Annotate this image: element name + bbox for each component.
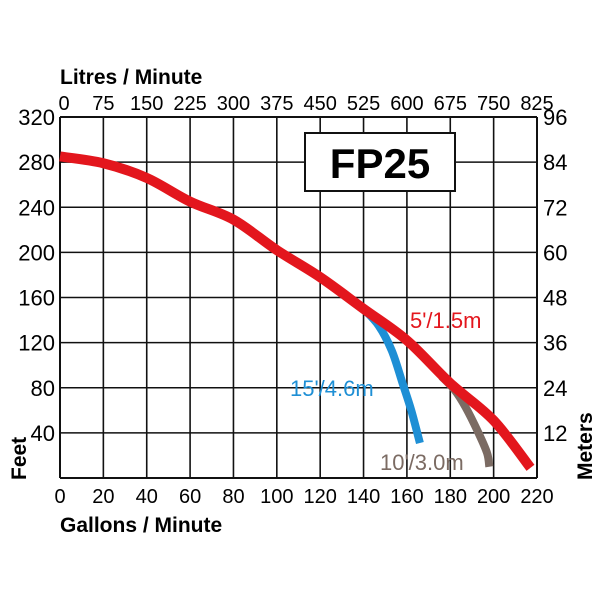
x-tick-label: 180 [434,486,467,508]
x-axis-label: Gallons / Minute [60,514,222,537]
y2-tick-label: 12 [543,421,567,446]
x-tick-label: 200 [477,486,510,508]
x-tick-label: 20 [92,486,114,508]
x-tick-label: 120 [303,486,336,508]
chart-title: FP25 [330,140,430,187]
x2-axis-label: Litres / Minute [60,66,202,89]
y-tick-label: 40 [31,421,55,446]
y-tick-label: 280 [18,150,55,175]
y2-tick-label: 36 [543,331,567,356]
y-tick-label: 200 [18,240,55,265]
x-tick-label: 0 [54,486,65,508]
x-tick-label: 220 [520,486,553,508]
x-tick-label: 100 [260,486,293,508]
series-label: 15'/4.6m [290,376,374,401]
y-tick-label: 320 [18,105,55,130]
y2-tick-label: 96 [543,105,567,130]
x2-tick-label: 600 [390,93,423,115]
x-tick-label: 80 [222,486,244,508]
series-label: 5'/1.5m [410,308,481,333]
x2-tick-label: 150 [130,93,163,115]
x2-tick-label: 750 [477,93,510,115]
y2-tick-label: 24 [543,376,567,401]
series-line-0 [59,151,535,471]
x-tick-label: 60 [179,486,201,508]
y2-tick-label: 60 [543,240,567,265]
series-label: 10'/3.0m [380,450,464,475]
x2-tick-label: 0 [58,93,69,115]
y-tick-label: 240 [18,195,55,220]
x2-tick-label: 525 [347,93,380,115]
y-tick-label: 80 [31,376,55,401]
y2-tick-label: 72 [543,195,567,220]
y2-axis-label: Meters [574,412,597,480]
x2-tick-label: 225 [173,93,206,115]
y2-tick-label: 48 [543,286,567,311]
x2-tick-label: 675 [434,93,467,115]
x-tick-label: 160 [390,486,423,508]
y-tick-label: 160 [18,286,55,311]
y2-tick-label: 84 [543,150,567,175]
x2-tick-label: 375 [260,93,293,115]
x2-tick-label: 75 [92,93,114,115]
x-tick-label: 40 [136,486,158,508]
y-axis-label: Feet [8,437,31,480]
x2-tick-label: 825 [520,93,553,115]
x2-tick-label: 450 [303,93,336,115]
x-tick-label: 140 [347,486,380,508]
title-box [304,132,456,192]
y-tick-label: 120 [18,331,55,356]
x2-tick-label: 300 [217,93,250,115]
